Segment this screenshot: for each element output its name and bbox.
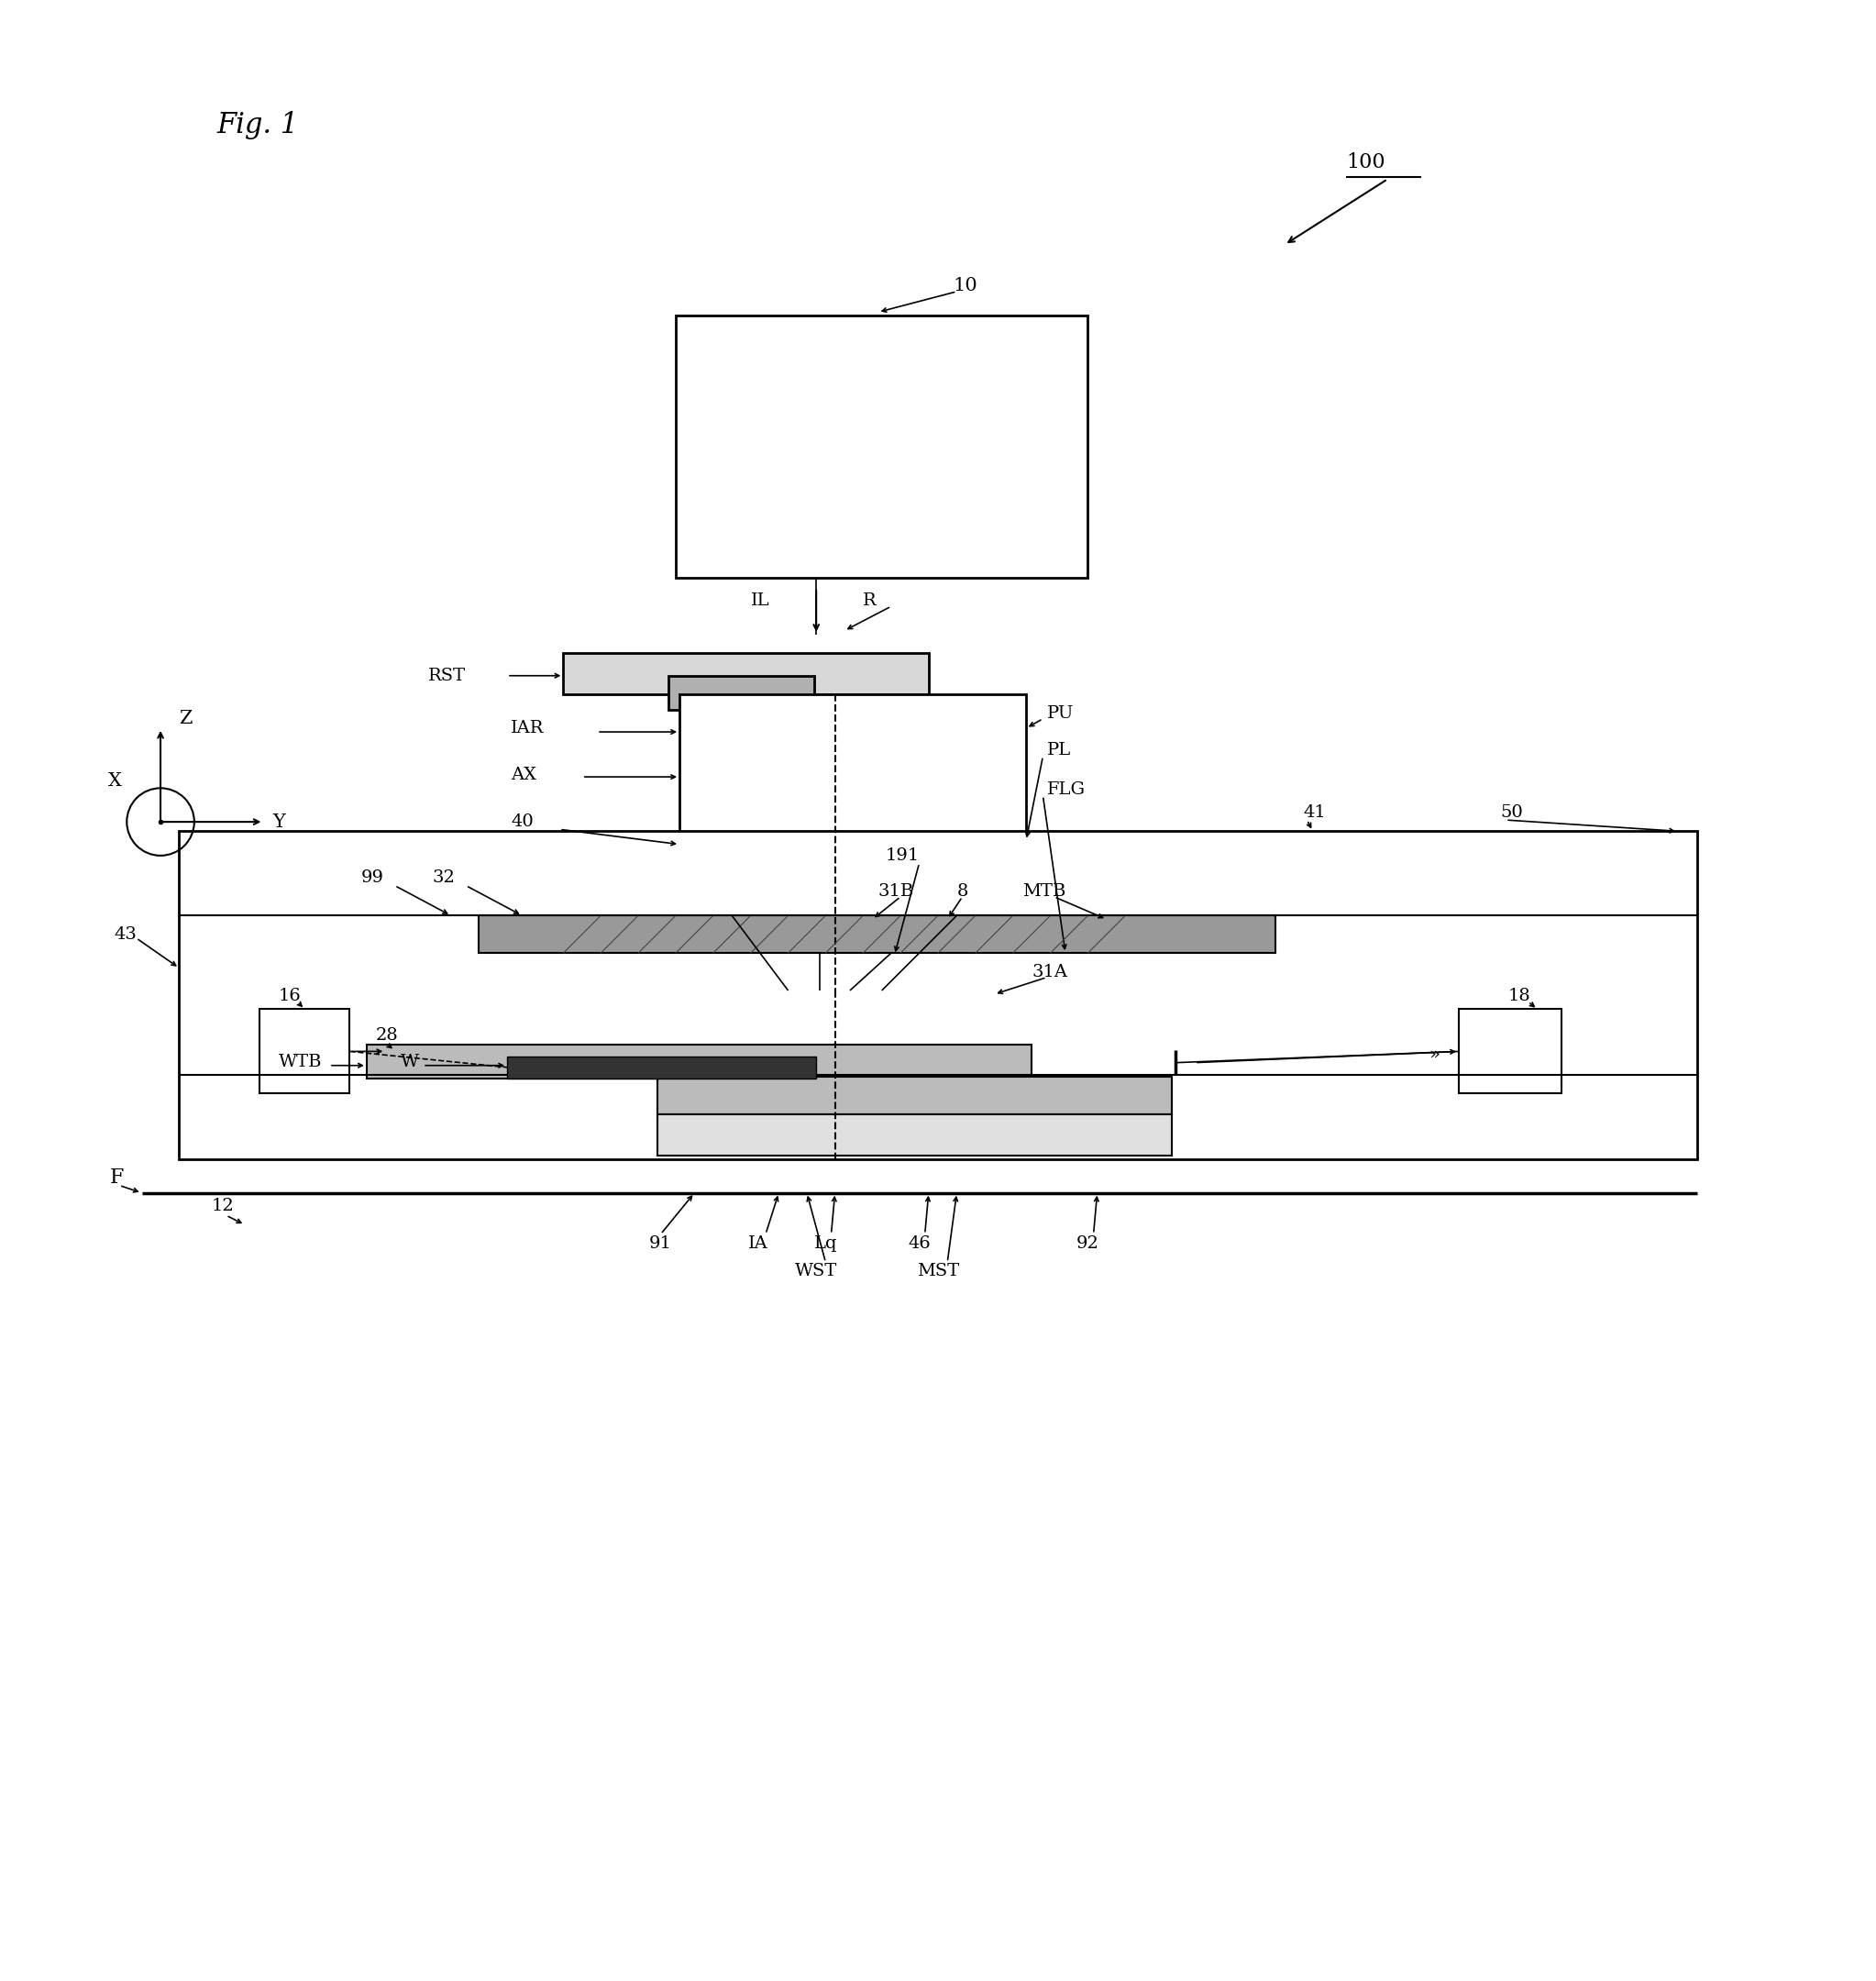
Text: F: F [111, 1169, 124, 1189]
Text: »: » [1430, 1046, 1441, 1064]
Text: IAR: IAR [510, 719, 544, 737]
Text: 50: 50 [1501, 804, 1523, 820]
Text: MST: MST [917, 1264, 959, 1280]
Text: Lq: Lq [814, 1236, 837, 1252]
Text: 10: 10 [953, 277, 977, 295]
Bar [507, 1056, 816, 1078]
Bar [1460, 1008, 1563, 1094]
Bar [563, 654, 929, 695]
Text: W: W [400, 1054, 418, 1070]
Bar [657, 1078, 1172, 1113]
Text: 191: 191 [885, 848, 919, 864]
Bar [180, 832, 1696, 1159]
Bar [638, 939, 1066, 973]
Text: 32: 32 [431, 870, 456, 886]
Bar [366, 1044, 1032, 1078]
Text: 46: 46 [908, 1236, 930, 1252]
Text: WST: WST [795, 1264, 837, 1280]
Bar [675, 315, 1088, 578]
Text: IL: IL [750, 592, 769, 608]
Text: 41: 41 [1304, 804, 1326, 820]
Bar [657, 1113, 1172, 1155]
Text: 92: 92 [1077, 1236, 1099, 1252]
Text: 31B: 31B [878, 884, 914, 899]
Text: FLG: FLG [1047, 782, 1084, 798]
Text: 100: 100 [1347, 153, 1386, 172]
Text: 12: 12 [212, 1199, 234, 1214]
Text: 18: 18 [1508, 989, 1531, 1004]
Text: Y: Y [272, 812, 285, 830]
Bar [259, 1008, 349, 1094]
Bar [668, 676, 814, 709]
Bar [679, 695, 1026, 990]
Bar [478, 915, 1276, 953]
Text: 31A: 31A [1032, 963, 1067, 981]
Text: AX: AX [510, 767, 537, 782]
Text: X: X [109, 773, 122, 788]
Text: 91: 91 [649, 1236, 672, 1252]
Text: 99: 99 [360, 870, 385, 886]
Text: MTB: MTB [1022, 884, 1066, 899]
Text: 28: 28 [375, 1028, 400, 1044]
Text: RST: RST [428, 668, 465, 683]
Text: WTB: WTB [278, 1054, 323, 1070]
Text: R: R [863, 592, 876, 608]
Text: PU: PU [1047, 705, 1073, 721]
Text: 43: 43 [114, 925, 137, 943]
Text: PL: PL [1047, 743, 1071, 759]
Text: 16: 16 [278, 989, 302, 1004]
Text: Fig. 1: Fig. 1 [218, 111, 298, 139]
Text: IA: IA [749, 1236, 767, 1252]
Text: Z: Z [180, 709, 193, 727]
Text: 40: 40 [510, 814, 533, 830]
Text: 8: 8 [957, 884, 968, 899]
